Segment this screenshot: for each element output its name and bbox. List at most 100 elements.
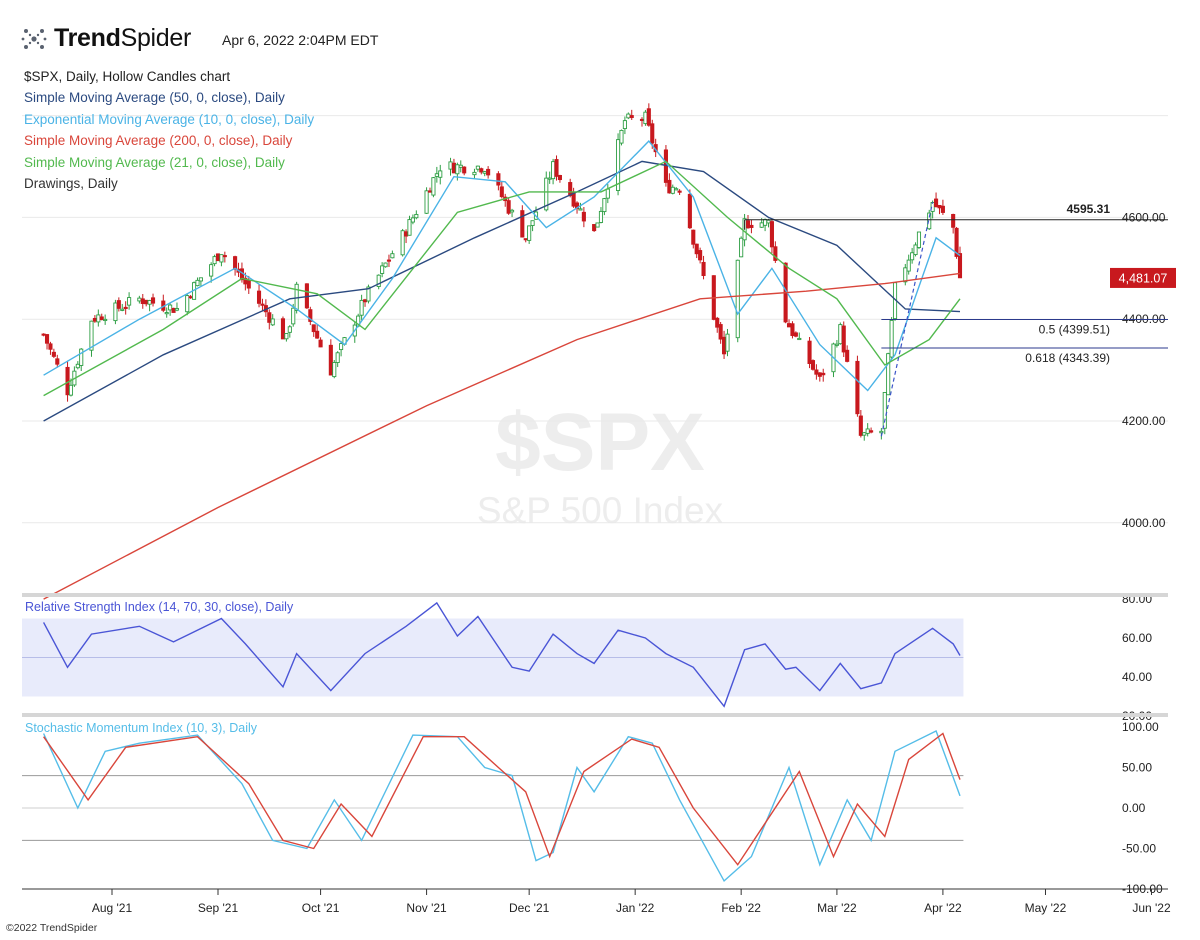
- candle-body: [462, 166, 467, 174]
- candle-body: [595, 222, 600, 228]
- candle-body: [55, 358, 60, 365]
- price-badge-bg: [1110, 267, 1176, 288]
- candle-body: [667, 179, 672, 194]
- candle-body: [814, 369, 819, 375]
- candle-body: [889, 319, 894, 358]
- candle-body: [144, 299, 149, 305]
- candle-body: [934, 198, 939, 208]
- candle-body: [523, 238, 528, 241]
- candle-body: [51, 351, 56, 357]
- panel-divider[interactable]: [22, 593, 1168, 597]
- candle-body: [838, 324, 843, 345]
- candle-body: [103, 318, 108, 322]
- panel-dividers[interactable]: [22, 593, 1168, 890]
- legend-item[interactable]: Exponential Moving Average (10, 0, close…: [24, 111, 315, 127]
- candle-body: [957, 253, 963, 279]
- candle-body: [127, 297, 132, 306]
- candle-body: [602, 198, 607, 213]
- candle-body: [315, 330, 320, 339]
- candle-body: [174, 308, 180, 311]
- candle-body: [431, 177, 436, 196]
- smi-title: Stochastic Momentum Index (10, 3), Daily: [25, 721, 258, 735]
- candle-body: [68, 384, 74, 396]
- candle-body: [763, 218, 768, 226]
- candle-body: [698, 250, 703, 261]
- rsi-axis-tick: 40.00: [1122, 670, 1152, 684]
- candle-body: [475, 165, 480, 170]
- candle-body: [458, 164, 463, 168]
- candle-body: [954, 227, 959, 257]
- candle-body: [448, 161, 453, 170]
- timestamp: Apr 6, 2022 2:04PM EDT: [222, 32, 379, 48]
- candle-body: [332, 362, 337, 378]
- legend-item[interactable]: Simple Moving Average (200, 0, close), D…: [24, 133, 293, 149]
- last-price-label: 4,481.07: [1119, 271, 1168, 285]
- rsi-title: Relative Strength Index (14, 70, 30, clo…: [25, 600, 294, 614]
- watermark-name: S&P 500 Index: [477, 490, 724, 531]
- candle-body: [335, 352, 340, 363]
- candle-body: [328, 344, 333, 376]
- smi-axis-tick: 50.00: [1122, 761, 1152, 775]
- last-price-badge: 4,481.07: [1110, 267, 1176, 288]
- candle-body: [769, 221, 774, 248]
- smi-axis-tick: 100.00: [1122, 720, 1159, 734]
- ma-line: [43, 140, 961, 392]
- moving-average-lines: [43, 140, 961, 600]
- candle-body: [92, 317, 97, 322]
- candle-body: [496, 173, 501, 186]
- brand-trend: Trend: [54, 24, 121, 52]
- candle-body: [766, 219, 771, 224]
- legend-item[interactable]: Drawings, Daily: [24, 176, 118, 192]
- candle-body: [677, 190, 682, 193]
- candle-body: [404, 231, 409, 237]
- candle-body: [267, 312, 272, 323]
- candle-body: [339, 343, 344, 351]
- candle-body: [735, 259, 740, 339]
- candle-body: [869, 430, 874, 433]
- smi-line: [42, 730, 961, 883]
- price-axis-tick: 4200.00: [1122, 414, 1166, 428]
- x-axis-tick-label: Sep '21: [198, 901, 239, 915]
- price-axis-tick: 4600.00: [1122, 210, 1166, 224]
- candle-body: [99, 316, 104, 321]
- smi-axis-tick: 0.00: [1122, 801, 1146, 815]
- candle-body: [400, 230, 405, 256]
- candle-body: [879, 430, 884, 434]
- candle-body: [715, 317, 720, 328]
- legend-item[interactable]: Simple Moving Average (50, 0, close), Da…: [24, 90, 285, 106]
- ma-line: [43, 160, 961, 397]
- candle-body: [451, 162, 456, 174]
- candle-body: [287, 326, 292, 333]
- x-axis-tick-label: Aug '21: [92, 901, 133, 915]
- candle-body: [195, 279, 200, 287]
- candle-body: [366, 286, 371, 302]
- panel-divider[interactable]: [22, 713, 1168, 717]
- x-axis-tick-label: Oct '21: [302, 901, 340, 915]
- candle-body: [427, 190, 433, 193]
- candle-body: [817, 372, 822, 377]
- x-axis-tick-label: May '22: [1025, 901, 1067, 915]
- candle-body: [185, 295, 190, 313]
- candle-body: [694, 243, 699, 255]
- candle-body: [903, 267, 908, 283]
- candle-body: [674, 188, 679, 191]
- legend-item[interactable]: Simple Moving Average (21, 0, close), Da…: [24, 154, 285, 170]
- candle-body: [233, 256, 238, 270]
- candle-body: [219, 254, 224, 263]
- candle-body: [171, 307, 176, 313]
- candle-body: [164, 312, 169, 315]
- candle-body: [96, 314, 101, 323]
- candle-body: [646, 108, 651, 126]
- x-axis-tick-label: Jan '22: [616, 901, 655, 915]
- candle-body: [311, 324, 316, 333]
- price-axis-tick: 4000.00: [1122, 516, 1166, 530]
- candle-body: [927, 212, 932, 230]
- candle-body: [821, 372, 826, 376]
- candle-body: [855, 360, 860, 415]
- candle-body: [629, 115, 634, 118]
- candle-body: [506, 200, 511, 214]
- candle-body: [886, 353, 891, 396]
- fib-label: 0.5 (4399.51): [1039, 322, 1110, 336]
- legend-item[interactable]: $SPX, Daily, Hollow Candles chart: [24, 69, 231, 84]
